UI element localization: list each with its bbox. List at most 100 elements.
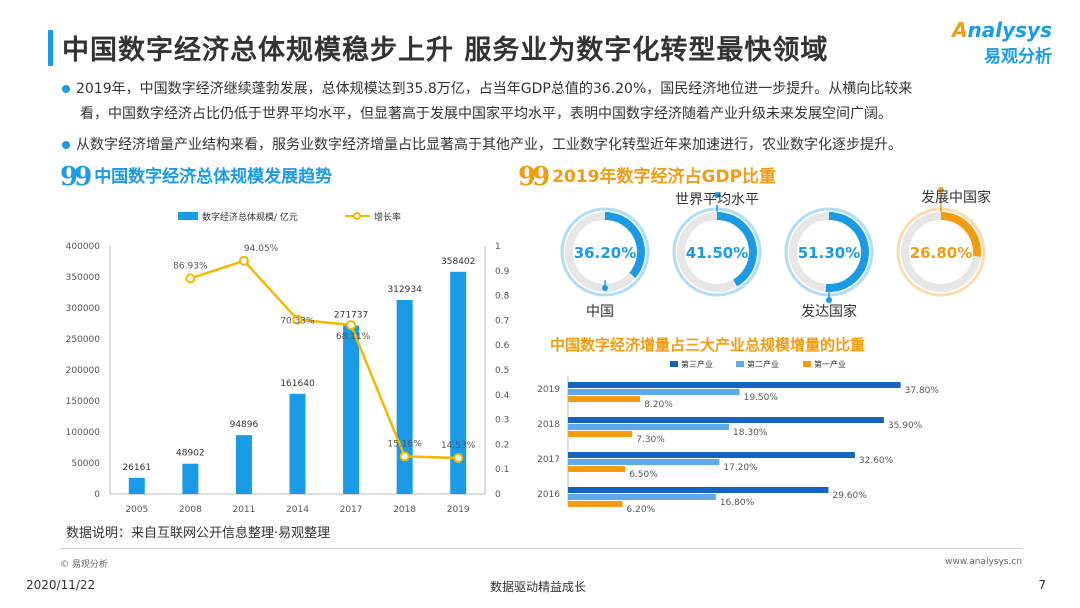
bar-label: 37.80% [905, 386, 940, 396]
legend-swatch [670, 361, 678, 367]
bar [182, 463, 199, 494]
x-tick: 2017 [340, 505, 363, 515]
x-tick: 2018 [393, 505, 416, 515]
bar-label: 6.20% [627, 505, 656, 515]
legend-label-bar: 数字经济总体规模/ 亿元 [202, 211, 298, 223]
scale-trend-chart: 数字经济总体规模/ 亿元 增长率 0 50000 100000 150000 200000 2… [66, 211, 510, 515]
bar [568, 417, 884, 423]
bar-label: 8.20% [644, 400, 673, 410]
y-tick-left: 250000 [66, 335, 101, 345]
left-section-header: 99 中国数字经济总体规模发展趋势 [60, 162, 333, 192]
bar [568, 382, 901, 388]
y-tick-right: 0.5 [495, 366, 509, 376]
page-number: 7 [1038, 578, 1046, 592]
y-tick: 2016 [537, 490, 560, 500]
bar-label: 18.30% [733, 428, 768, 438]
donut-label: 发展中国家 [921, 189, 991, 206]
line-point [185, 273, 196, 284]
date: 2020/11/22 [26, 578, 96, 592]
bar [343, 325, 360, 494]
y-tick-right: 1 [495, 242, 501, 252]
bar [235, 435, 252, 494]
x-tick: 2005 [125, 505, 148, 515]
bar-label: 271737 [334, 311, 368, 321]
title-accent-bar [48, 30, 53, 66]
logo-cn: 易观分析 [984, 47, 1052, 67]
x-tick: 2011 [232, 505, 255, 515]
x-tick: 2014 [286, 505, 309, 515]
line-label: 68.11% [336, 332, 371, 342]
y-tick-left: 350000 [66, 273, 101, 283]
y-tick: 2018 [537, 420, 560, 430]
donut-pointer-dot [938, 187, 944, 193]
donut-label: 中国 [586, 304, 614, 320]
donut-value: 26.80% [910, 244, 972, 262]
bullet-1: 2019年，中国数字经济继续蓬勃发展，总体规模达到35.8万亿，占当年GDP总值… [62, 76, 912, 102]
legend-marker-line [353, 212, 361, 220]
line-label: 86.93% [173, 261, 208, 271]
bar-label: 312934 [387, 285, 422, 295]
bullet-1-cont: 看，中国数字经济占比仍低于世界平均水平，但显著高于发展中国家平均水平，表明中国数… [80, 106, 892, 122]
y-tick: 2017 [537, 455, 560, 465]
line-label: 15.16% [387, 439, 422, 449]
donut-arc [677, 212, 757, 292]
bar [568, 431, 633, 437]
logo-wordmark: nalysys [967, 18, 1052, 42]
donut-value: 41.50% [686, 244, 748, 262]
y-tick: 2019 [537, 385, 560, 395]
bar-label: 94896 [230, 420, 259, 430]
y-tick-left: 200000 [66, 366, 101, 376]
legend-swatch [736, 361, 744, 367]
legend-label-line: 增长率 [374, 211, 401, 223]
bar [568, 466, 626, 472]
line-point [346, 320, 357, 331]
y-tick-right: 0.6 [495, 341, 510, 351]
bar-label: 48902 [176, 449, 205, 459]
donut-arc [565, 212, 645, 292]
bar [289, 393, 306, 494]
bullet-dot-icon [62, 141, 70, 149]
donut-label: 发达国家 [801, 303, 857, 320]
y-tick-right: 0.7 [495, 316, 509, 326]
y-tick-left: 100000 [66, 428, 101, 438]
right-section-header: 99 2019年数字经济占GDP比重 [518, 162, 777, 192]
y-tick-left: 50000 [71, 459, 100, 469]
line-label: 14.53% [441, 441, 476, 451]
line-point [238, 255, 249, 266]
y-tick-right: 0.8 [495, 292, 510, 302]
bar [568, 494, 716, 500]
bar [568, 487, 829, 493]
y-tick-left: 150000 [66, 397, 101, 407]
y-tick-right: 0 [495, 490, 501, 500]
donut-value: 51.30% [798, 244, 860, 262]
bar-label: 7.30% [636, 435, 665, 445]
chart-title: 中国数字经济增量占三大产业总规模增量的比重 [550, 336, 865, 354]
donut-outer-ring [560, 207, 650, 297]
bar [568, 396, 641, 402]
bar-label: 16.80% [720, 498, 755, 508]
logo: Analysys 易观分析 [952, 18, 1052, 67]
y-tick-left: 0 [94, 490, 100, 500]
bar [450, 271, 467, 494]
bullet-dot-icon [62, 85, 70, 93]
legend-label: 第三产业 [681, 359, 713, 369]
line-label: 94.05% [244, 244, 279, 254]
bar [396, 299, 413, 494]
y-tick-right: 0.2 [495, 440, 509, 450]
legend-label: 第一产业 [814, 359, 846, 369]
divider [60, 548, 1022, 549]
y-tick-left: 300000 [66, 304, 101, 314]
donut-value: 36.20% [574, 244, 636, 262]
bar-label: 161640 [280, 379, 315, 389]
line-point [453, 452, 464, 463]
line-point [399, 451, 410, 462]
bar [568, 459, 720, 465]
slogan: 数据驱动精益成长 [490, 580, 587, 594]
bar-label: 32.60% [859, 456, 894, 466]
x-tick: 2019 [447, 505, 470, 515]
y-tick-right: 0.3 [495, 416, 509, 426]
donut-arc [789, 212, 869, 292]
copyright: © 易观分析 [60, 560, 108, 570]
bar [568, 424, 730, 430]
legend-label: 第二产业 [747, 359, 779, 369]
